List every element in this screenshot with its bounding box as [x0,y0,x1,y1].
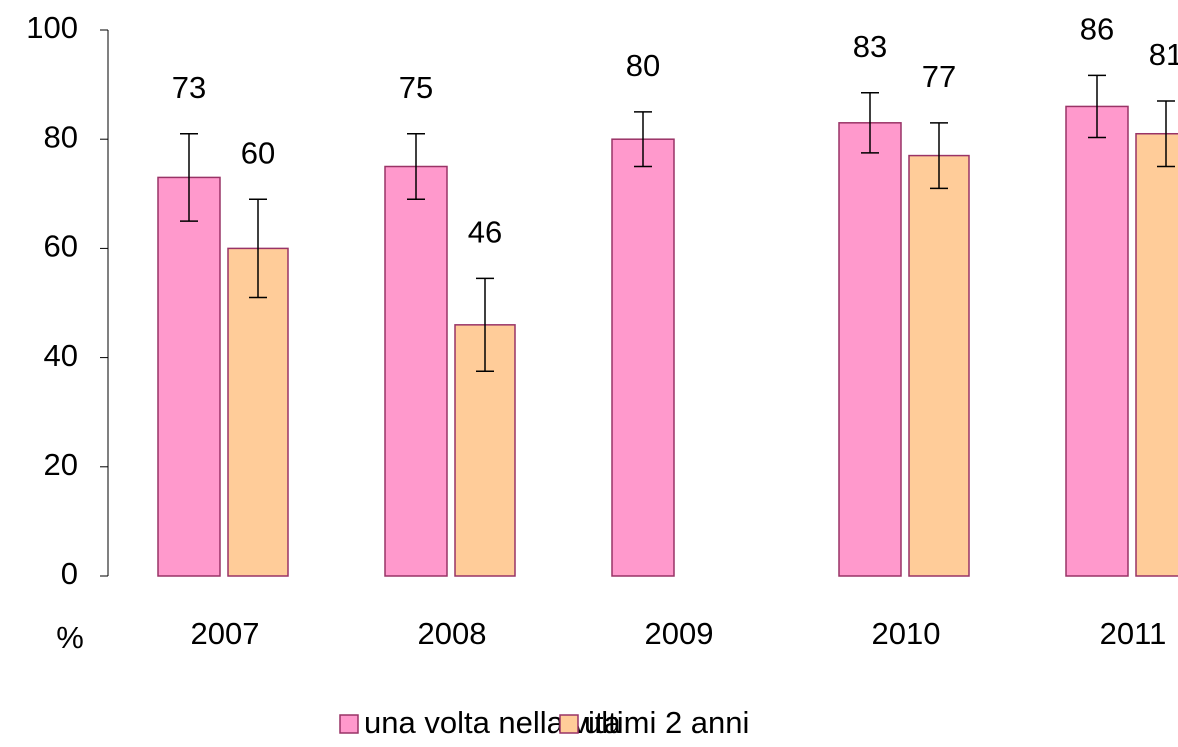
y-tick-label: 0 [61,556,78,591]
data-label: 81 [1149,37,1178,72]
x-tick-label: 2008 [418,616,487,651]
data-label: 73 [172,70,206,105]
legend-swatch [339,714,359,734]
y-tick-label: 100 [26,10,78,45]
y-tick-label: 40 [44,338,78,373]
bar [384,165,448,577]
y-tick-label: 60 [44,229,78,264]
y-tick-label: 80 [44,119,78,154]
x-tick-label: 2009 [645,616,714,651]
data-label: 80 [626,48,660,83]
legend-label: una volta nella vita [364,705,622,740]
data-label: 75 [399,70,433,105]
legend-swatch [559,714,579,734]
data-label: 60 [241,135,275,170]
data-label: 83 [853,29,887,64]
data-label: 77 [922,59,956,94]
bar [838,122,902,577]
x-tick-label: 2011 [1100,616,1167,651]
legend-label: ultimi 2 anni [584,705,749,740]
bar [908,154,970,577]
bar [1135,132,1178,577]
bar [157,176,221,577]
y-axis-label: % [56,620,84,655]
y-tick-label: 20 [44,447,78,482]
bar [1065,105,1129,577]
x-tick-label: 2010 [872,616,941,651]
x-tick-label: 2007 [191,616,260,651]
data-label: 86 [1080,12,1114,47]
data-label: 46 [468,215,502,250]
bar [611,138,675,577]
